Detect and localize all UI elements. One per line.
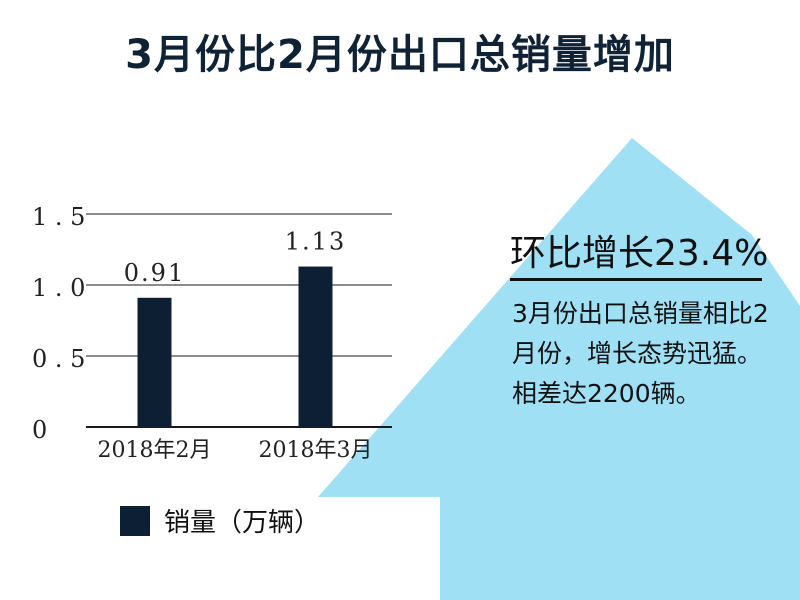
arrow-shape <box>318 138 800 600</box>
y-tick-label: 1 . 5 <box>32 203 85 231</box>
x-category-label: 2018年3月 <box>259 438 373 463</box>
data-label: 1.13 <box>285 228 346 256</box>
y-tick-label: 1 . 0 <box>32 274 85 302</box>
y-tick-label: 0 <box>32 416 47 444</box>
page-title: 3月份比2月份出口总销量增加 <box>125 32 675 78</box>
bar <box>298 266 333 427</box>
callout-body: 3月份出口总销量相比2月份，增长态势迅猛。相差达2200辆。 <box>512 299 769 408</box>
data-label: 0.91 <box>124 259 185 287</box>
legend-swatch <box>120 505 150 536</box>
bar <box>137 297 172 427</box>
callout-divider <box>510 278 762 281</box>
chart-legend: 销量（万辆） <box>120 502 320 539</box>
y-tick-label: 0 . 5 <box>32 345 85 373</box>
callout-headline: 环比增长23.4% <box>510 233 769 274</box>
arrow-notch <box>587 497 612 600</box>
x-category-label: 2018年2月 <box>98 438 212 463</box>
legend-label: 销量（万辆） <box>164 508 321 538</box>
